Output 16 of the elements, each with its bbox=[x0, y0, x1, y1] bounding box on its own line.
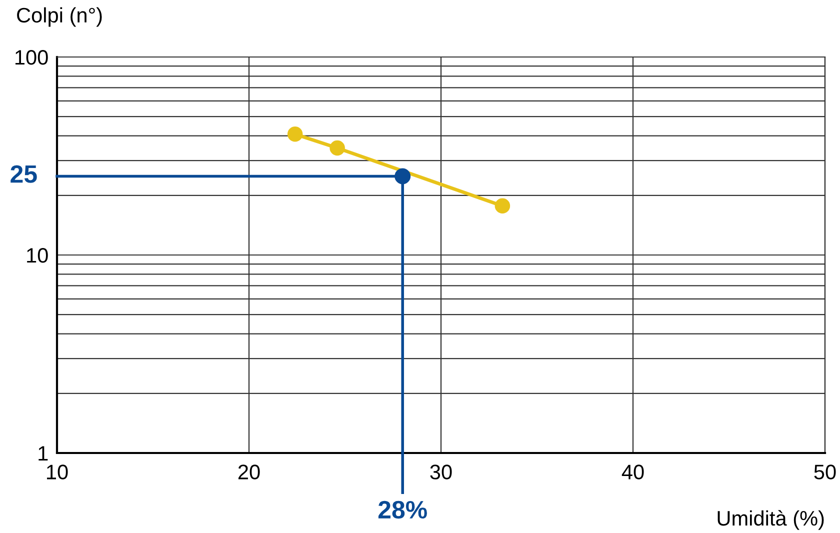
x-tick-label: 30 bbox=[430, 464, 452, 480]
x-tick-label: 20 bbox=[238, 464, 260, 480]
ref-line-label: 28% bbox=[378, 500, 427, 519]
x-tick-label: 10 bbox=[47, 464, 68, 480]
y-tick-label: 100 bbox=[16, 50, 48, 65]
point bbox=[494, 198, 510, 214]
x-tick-label: 40 bbox=[622, 464, 644, 480]
x-tick-label: 50 bbox=[814, 464, 836, 480]
y-tick-label: 1 bbox=[38, 446, 48, 461]
ref-line-label: 25 bbox=[10, 165, 37, 183]
point bbox=[394, 168, 411, 184]
y-tick-label: 10 bbox=[27, 248, 48, 263]
point bbox=[287, 126, 303, 142]
x-axis-title: Umidità (%) bbox=[718, 510, 824, 530]
point bbox=[330, 140, 345, 156]
y-axis-title: Colpi (n°) bbox=[17, 7, 102, 27]
